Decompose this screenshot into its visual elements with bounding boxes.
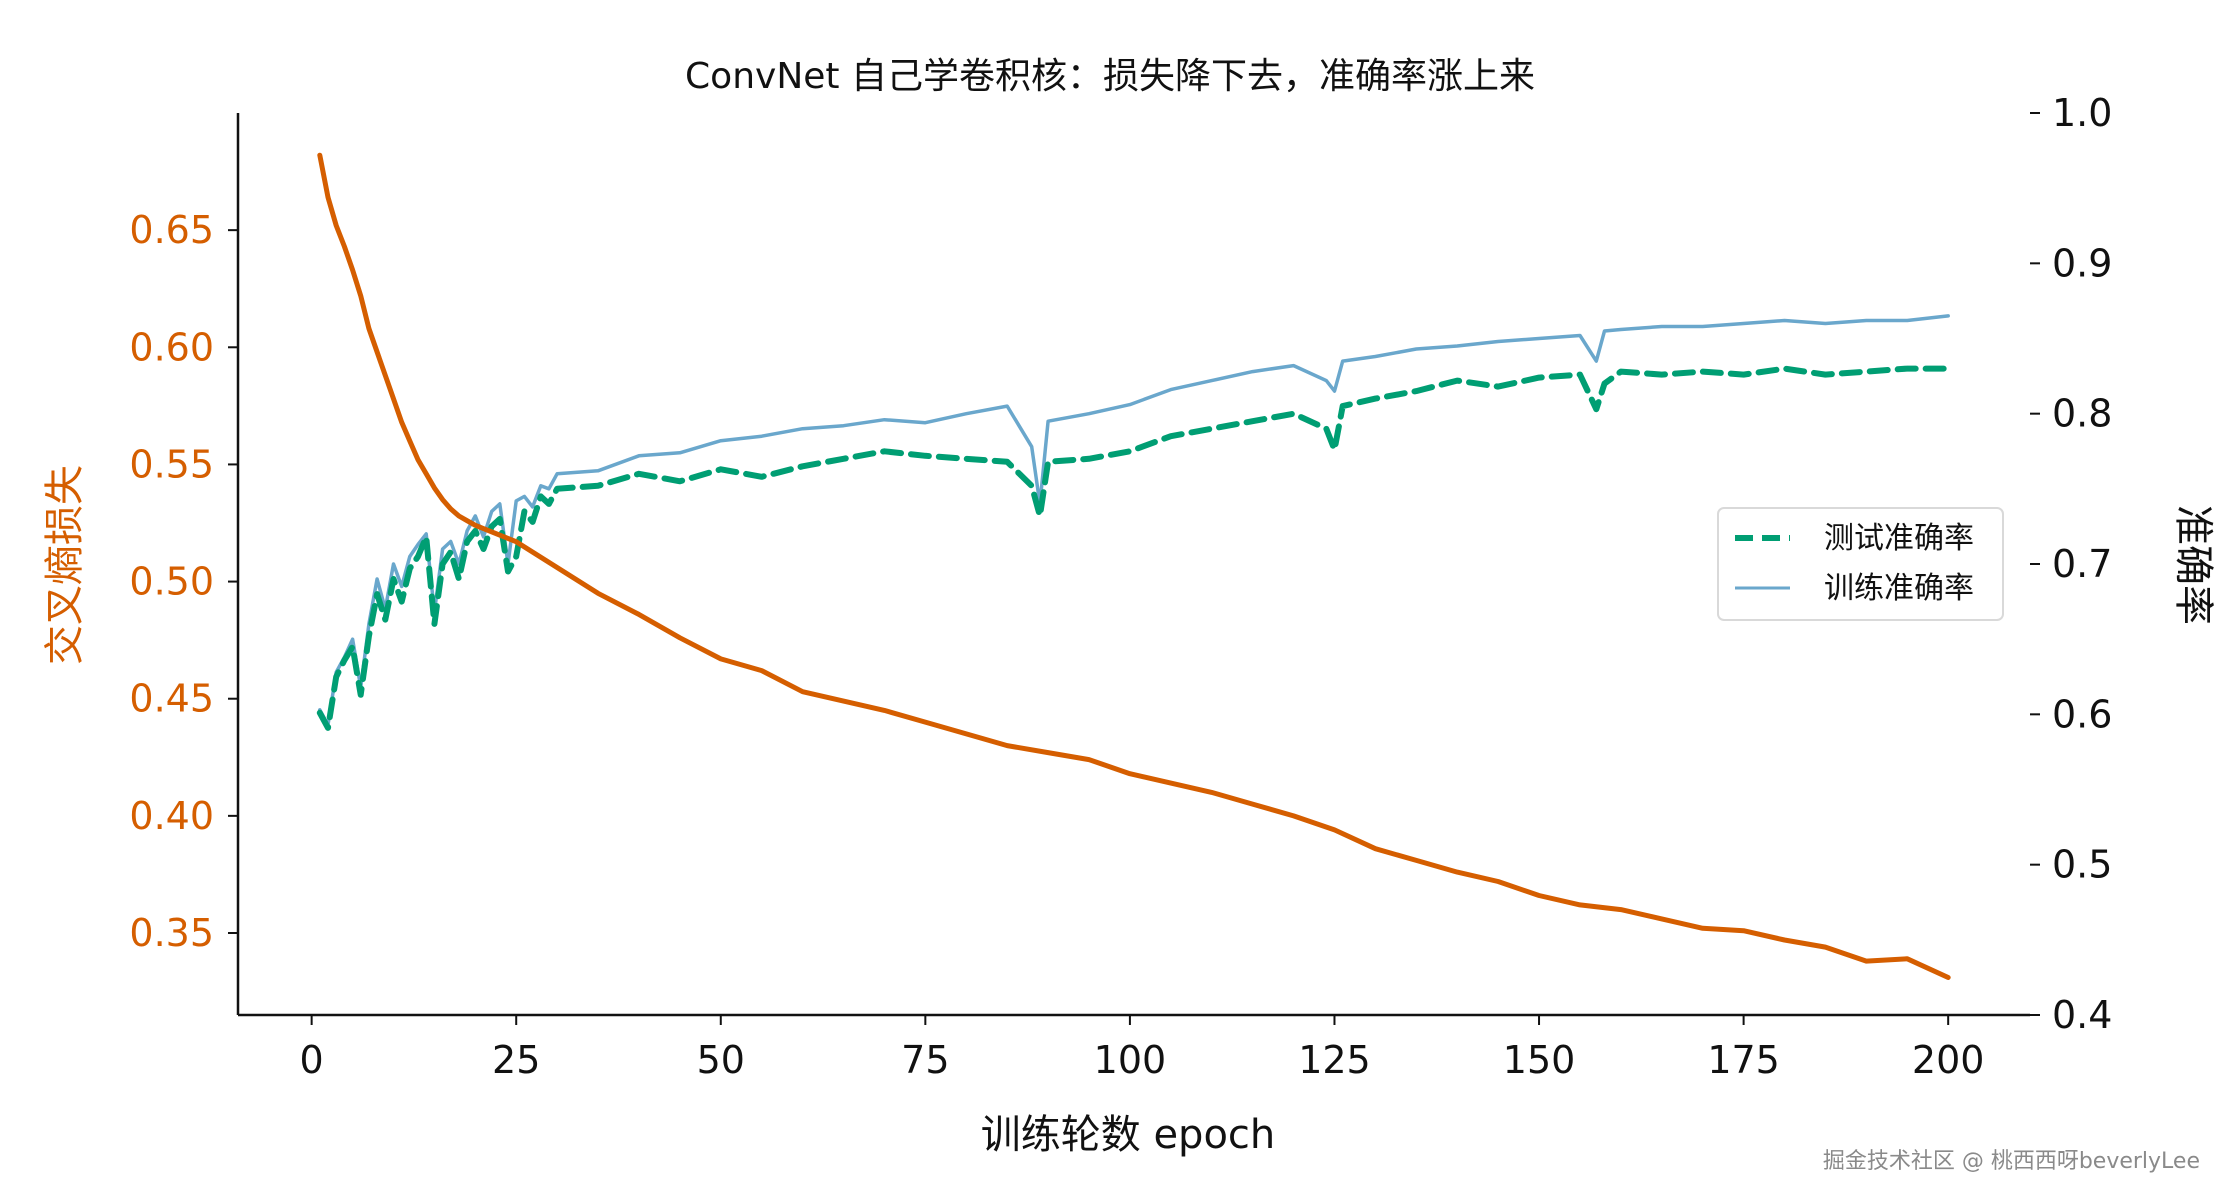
x-axis-ticks: 0 25 50 75 100 125 150 175 200 xyxy=(300,1015,1985,1082)
left-y-tick-label: 0.45 xyxy=(129,677,214,721)
x-tick-label: 150 xyxy=(1503,1038,1576,1082)
x-tick-label: 25 xyxy=(492,1038,540,1082)
series-layer xyxy=(316,152,1952,980)
left-y-tick-label: 0.50 xyxy=(129,560,214,604)
x-axis-title: 训练轮数 epoch xyxy=(981,1112,1276,1158)
right-y-axis-ticks: 0.4 0.5 0.6 0.7 0.8 0.9 1.0 xyxy=(2030,91,2112,1037)
right-y-tick-label: 0.8 xyxy=(2052,392,2112,436)
right-y-tick-label: 0.7 xyxy=(2052,542,2112,586)
left-y-tick-label: 0.60 xyxy=(129,325,214,369)
left-y-axis-ticks: 0.35 0.40 0.45 0.50 0.55 0.60 0.65 xyxy=(129,208,238,955)
chart-title-group: ConvNet 自己学卷积核：损失降下去，准确率涨上来 xyxy=(685,56,1535,97)
x-tick-label: 75 xyxy=(901,1038,949,1082)
train-accuracy-series-line xyxy=(318,314,1950,727)
left-y-tick-label: 0.55 xyxy=(129,442,214,486)
chart-title: ConvNet 自己学卷积核：损失降下去，准确率涨上来 xyxy=(685,56,1535,97)
x-tick-label: 50 xyxy=(697,1038,745,1082)
watermark: 掘金技术社区 @ 桃西西呀beverlyLee xyxy=(1823,1149,2200,1174)
x-tick-label: 175 xyxy=(1707,1038,1780,1082)
legend-train-label: 训练准确率 xyxy=(1824,571,1974,606)
test-accuracy-series-line xyxy=(316,365,1952,731)
right-y-tick-label: 0.5 xyxy=(2052,843,2112,887)
legend: 测试准确率 训练准确率 xyxy=(1717,507,2004,621)
right-y-tick-label: 0.9 xyxy=(2052,241,2112,285)
legend-test-label: 测试准确率 xyxy=(1824,521,1974,556)
right-y-tick-label: 0.4 xyxy=(2052,993,2112,1037)
x-tick-label: 100 xyxy=(1094,1038,1167,1082)
axes xyxy=(236,113,2030,1017)
left-y-axis-title: 交叉熵损失 xyxy=(42,465,88,665)
loss-series-line xyxy=(317,152,1951,980)
right-y-axis-title: 准确率 xyxy=(2170,505,2216,625)
left-y-tick-label: 0.35 xyxy=(129,911,214,955)
left-y-tick-label: 0.65 xyxy=(129,208,214,252)
x-tick-label: 0 xyxy=(300,1038,324,1082)
x-tick-label: 125 xyxy=(1298,1038,1371,1082)
right-y-tick-label: 1.0 xyxy=(2052,91,2112,135)
right-y-tick-label: 0.6 xyxy=(2052,692,2112,736)
x-tick-label: 200 xyxy=(1912,1038,1985,1082)
left-y-tick-label: 0.40 xyxy=(129,794,214,838)
